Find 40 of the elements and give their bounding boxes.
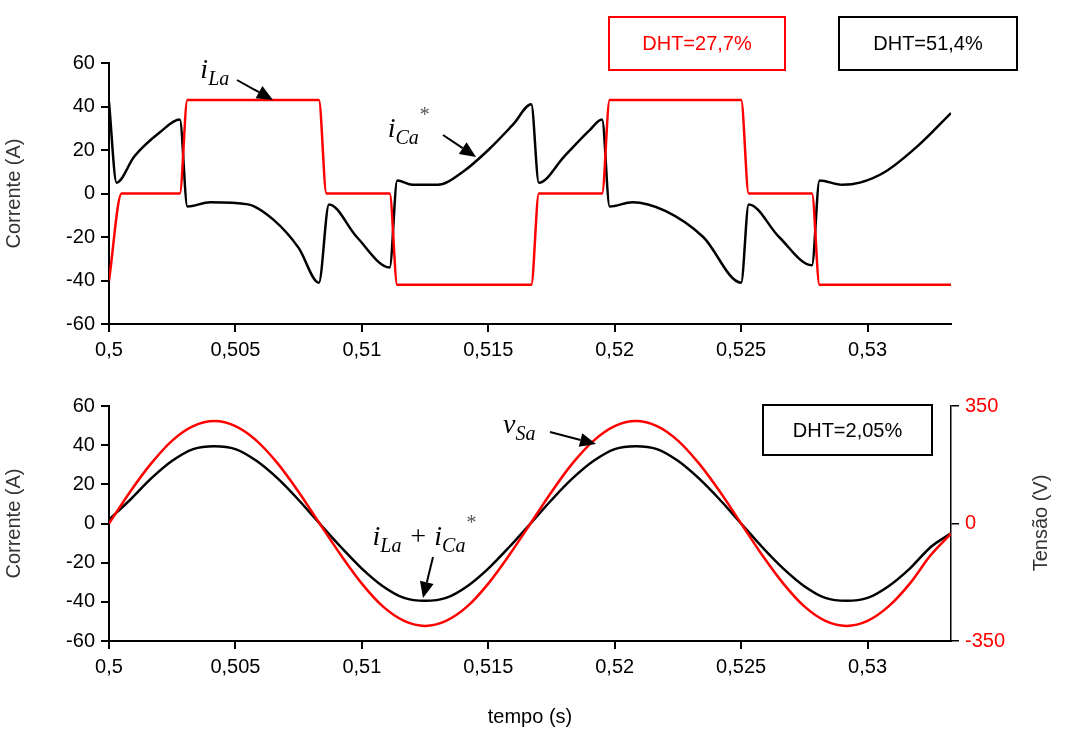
y-tick-label: 20: [72, 471, 95, 494]
y-tick-label: -40: [66, 268, 95, 291]
x-tick-label: 0,53: [848, 337, 888, 360]
y-axis-title: Corrente (A): [1, 468, 24, 579]
y-tick-label: -20: [66, 550, 95, 573]
y-tick-label: 0: [83, 181, 95, 204]
y2-tick-label: -350: [965, 628, 1006, 651]
x-tick-label: 0,52: [595, 654, 635, 677]
y-tick-label: 20: [72, 137, 95, 160]
y-tick-label: 40: [72, 94, 95, 117]
x-tick-label: 0,525: [716, 337, 767, 360]
y2-tick-label: 0: [965, 511, 977, 534]
annotation: DHT=2,05%: [762, 404, 933, 456]
text: DHT=51,4%: [838, 16, 1018, 71]
y2-tick-label: 350: [965, 393, 999, 416]
x-tick-label: 0,525: [716, 654, 767, 677]
x-tick-label: 0,505: [210, 654, 261, 677]
y-tick-label: -20: [66, 224, 95, 247]
y-tick-label: -40: [66, 589, 95, 612]
y2-axis-title: Tensão (V): [1028, 474, 1052, 572]
line-series: [109, 419, 951, 628]
annotation: v$_{Sa}$: [503, 408, 536, 444]
y-tick-label: -60: [66, 311, 95, 334]
x-tick-label: 0,5: [95, 337, 123, 360]
x-tick-label: 0,53: [848, 654, 888, 677]
y-tick-label: -60: [66, 628, 95, 651]
text: DHT=27,7%: [608, 16, 786, 71]
x-axis-title: tempo (s): [487, 704, 573, 727]
x-tick-label: 0,52: [595, 337, 635, 360]
x-tick-label: 0,51: [342, 654, 382, 677]
x-tick-label: 0,51: [342, 337, 382, 360]
y-tick-label: 0: [83, 511, 95, 534]
x-tick-label: 0,515: [463, 654, 514, 677]
x-tick-label: 0,515: [463, 337, 514, 360]
x-tick-label: 0,505: [210, 337, 261, 360]
y-tick-label: 40: [72, 432, 95, 455]
y-tick-label: 60: [72, 393, 95, 416]
y-axis-title: Corrente (A): [1, 138, 24, 249]
x-tick-label: 0,5: [95, 654, 123, 677]
y-tick-label: 60: [72, 50, 95, 73]
